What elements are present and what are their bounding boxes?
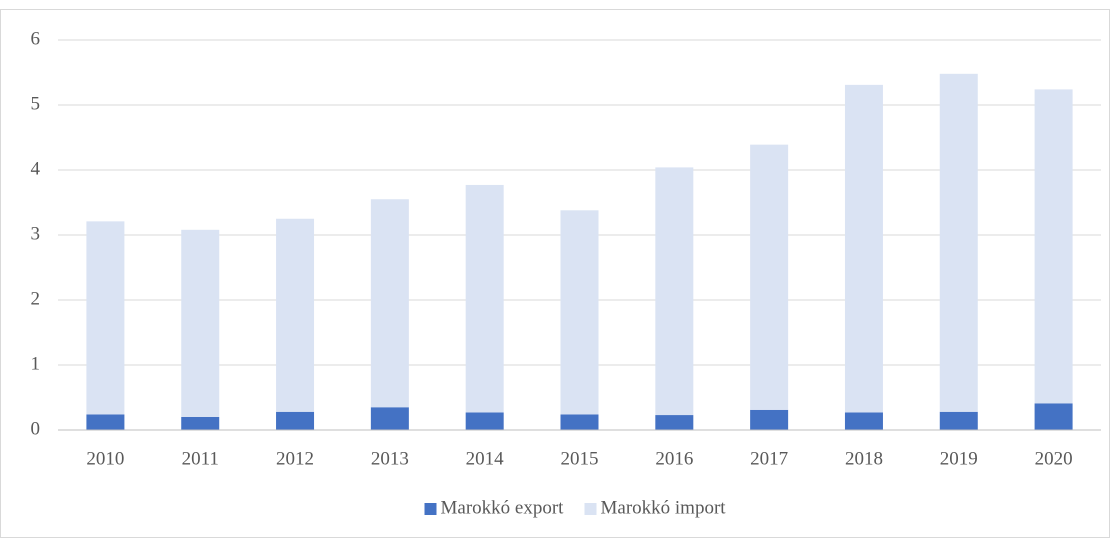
bar-segment (560, 414, 599, 430)
bar-segment (1034, 403, 1073, 430)
bar-segment (939, 73, 978, 412)
bar-segment (560, 210, 599, 415)
x-tick-label: 2016 (655, 448, 693, 469)
y-tick-label: 2 (31, 288, 41, 309)
bar-segment (276, 411, 315, 430)
y-tick-label: 5 (31, 93, 41, 114)
bar-segment (655, 415, 694, 430)
bar-segment (1034, 89, 1073, 404)
x-tick-label: 2020 (1035, 448, 1073, 469)
bar-segment (844, 412, 883, 430)
bar-segment (370, 407, 409, 430)
x-tick-label: 2018 (845, 448, 883, 469)
x-tick-label: 2019 (940, 448, 978, 469)
bar-segment (844, 84, 883, 413)
x-tick-label: 2013 (371, 448, 409, 469)
y-tick-label: 0 (31, 418, 41, 439)
x-tick-label: 2010 (86, 448, 124, 469)
x-tick-label: 2014 (466, 448, 505, 469)
bar-segment (465, 184, 504, 413)
legend-swatch (584, 503, 597, 515)
legend-label: Marokkó export (441, 497, 565, 518)
bar-segment (181, 417, 220, 430)
bar-segment (86, 414, 125, 430)
bar-segment (370, 199, 409, 408)
y-tick-label: 4 (31, 158, 41, 179)
x-tick-label: 2011 (182, 448, 219, 469)
bar-segment (655, 167, 694, 416)
y-tick-label: 6 (31, 28, 41, 49)
bar-segment (181, 229, 220, 417)
x-tick-label: 2017 (750, 448, 788, 469)
bar-segment (750, 409, 789, 430)
legend-label: Marokkó import (601, 497, 727, 518)
x-tick-label: 2015 (561, 448, 599, 469)
y-tick-label: 1 (31, 353, 41, 374)
x-tick-label: 2012 (276, 448, 314, 469)
bar-segment (465, 412, 504, 430)
bar-segment (86, 221, 125, 415)
bar-segment (750, 144, 789, 410)
y-tick-label: 3 (31, 223, 41, 244)
legend-swatch (424, 503, 437, 515)
bar-segment (939, 411, 978, 430)
bar-segment (276, 218, 315, 412)
